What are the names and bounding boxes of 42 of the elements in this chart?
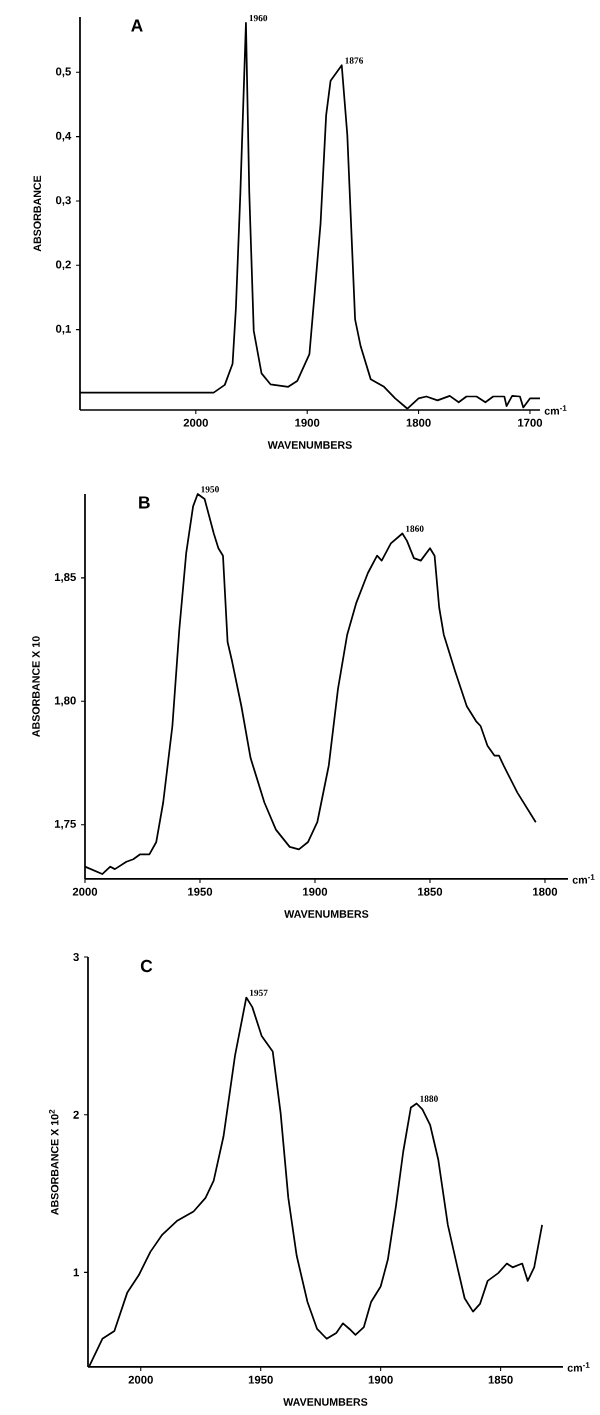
chart-title: B — [139, 496, 150, 509]
y-axis-title: ABSORBANCE — [33, 175, 42, 252]
x-tick-label: 1700 — [518, 418, 543, 427]
text: cm$^{-1}$ — [567, 1362, 590, 1372]
x-tick-label: 1900 — [303, 887, 328, 896]
annotation: 1960 — [249, 14, 268, 22]
x-tick-label: 1800 — [533, 887, 558, 896]
chart-title: A — [131, 19, 143, 32]
annotation: 1957 — [250, 989, 268, 996]
x-tick-label: 2000 — [72, 887, 98, 896]
x-tick-label: 1800 — [406, 418, 431, 427]
annotation: 1860 — [406, 525, 424, 532]
y-tick-label: 3 — [73, 952, 79, 962]
y-tick-label: 1,85 — [54, 573, 76, 583]
x-tick-label: 1850 — [488, 1375, 513, 1384]
y-tick-label: 1 — [73, 1268, 79, 1277]
y-tick-label: 0,3 — [55, 196, 71, 206]
x-tick-label: 2000 — [183, 418, 208, 427]
x-axis-title: WAVENUMBERS — [267, 441, 352, 449]
y-tick-label: 0,5 — [55, 67, 71, 78]
annotation: 1880 — [420, 1095, 438, 1102]
x-tick-label: 1850 — [418, 887, 443, 896]
chart-title: C — [140, 959, 153, 973]
y-tick-label: 1,75 — [54, 819, 76, 830]
y-axis-title: ABSORBANCE X 10$^{2}$ — [49, 1109, 59, 1215]
text: cm$^{-1}$ — [544, 405, 567, 415]
x-tick-label: 1950 — [188, 887, 213, 896]
x-tick-label: 1900 — [295, 418, 320, 427]
y-tick-label: 0,4 — [55, 131, 72, 142]
y-tick-label: 2 — [73, 1110, 79, 1119]
annotation: 1876 — [345, 57, 364, 64]
y-axis-title: ABSORBANCE X 10 — [32, 636, 40, 737]
x-tick-label: 2000 — [128, 1375, 153, 1384]
x-axis-title: WAVENUMBERS — [283, 1398, 368, 1406]
x-tick-label: 1900 — [368, 1375, 393, 1384]
y-tick-label: 0,1 — [55, 324, 71, 335]
y-tick-label: 1,80 — [54, 696, 76, 707]
x-tick-label: 1950 — [248, 1375, 273, 1384]
x-axis-title: WAVENUMBERS — [284, 910, 369, 918]
text: cm$^{-1}$ — [572, 874, 595, 884]
annotation: 1950 — [201, 486, 219, 493]
y-tick-label: 0,2 — [55, 260, 71, 271]
